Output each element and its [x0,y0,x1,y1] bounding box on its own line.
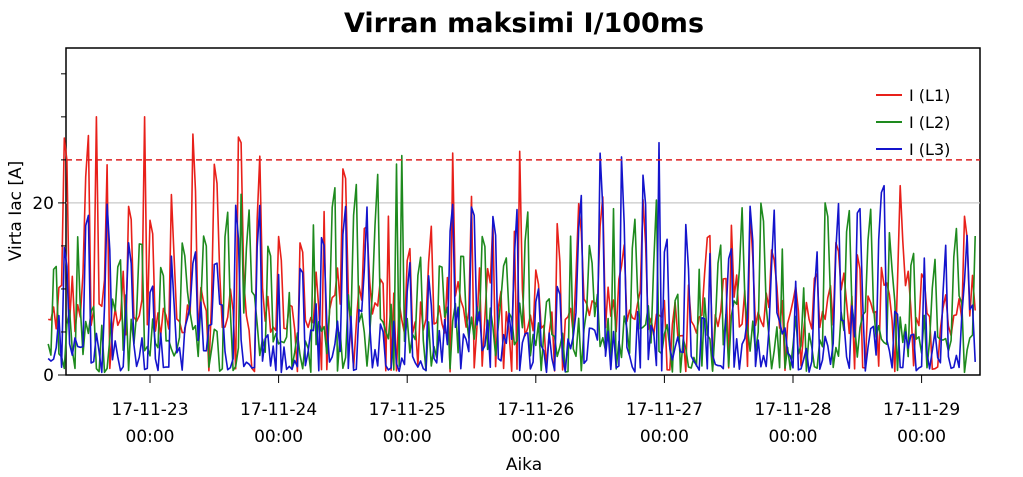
x-tick-label-time: 00:00 [640,427,689,447]
legend-label: I (L1) [909,86,950,105]
y-tick-label: 20 [32,194,54,214]
x-tick-label-date: 17-11-29 [883,400,960,420]
x-tick-label-date: 17-11-28 [754,400,831,420]
x-tick-label-time: 00:00 [897,427,946,447]
y-axis-label: Virta Iac [A] [6,161,26,262]
series-line-il3 [47,141,976,374]
x-tick-label-time: 00:00 [126,427,175,447]
y-tick-label: 0 [43,366,54,386]
x-tick-label-time: 00:00 [511,427,560,447]
x-axis-label: Aika [506,455,542,475]
x-tick-label-time: 00:00 [769,427,818,447]
legend-label: I (L2) [909,113,950,132]
x-tick-label-date: 17-11-25 [369,400,446,420]
series-layer [47,116,976,374]
series-line-il1 [48,116,976,373]
x-tick-label-date: 17-11-23 [111,400,188,420]
x-tick-label-time: 00:00 [254,427,303,447]
x-tick-label-date: 17-11-27 [626,400,703,420]
x-tick-label-time: 00:00 [383,427,432,447]
x-tick-label-date: 17-11-24 [240,400,317,420]
axis-layer: 0 20 17-11-23 00:00 17-11-24 00:00 17-11-25 00:… [32,73,960,447]
chart-title: Virran maksimi I/100ms [344,8,704,39]
legend-label: I (L3) [909,140,950,159]
legend: I (L1) I (L2) I (L3) [876,86,950,159]
x-tick-label-date: 17-11-26 [497,400,574,420]
